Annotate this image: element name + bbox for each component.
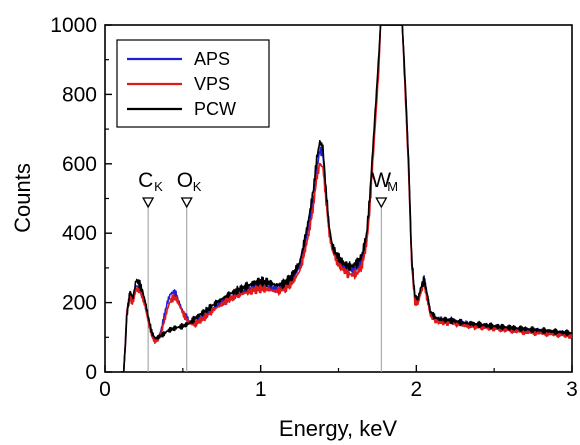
y-tick-label: 800 bbox=[62, 83, 97, 106]
series-line-vps bbox=[120, 25, 572, 372]
x-axis-title: Energy, keV bbox=[279, 416, 398, 441]
y-tick-label: 600 bbox=[62, 153, 97, 176]
annotation-sub: M bbox=[387, 179, 398, 194]
y-tick-label: 200 bbox=[62, 292, 97, 315]
marker-triangle bbox=[180, 197, 193, 209]
y-axis-title: Counts bbox=[10, 163, 35, 233]
y-tick-label: 400 bbox=[62, 222, 97, 245]
legend: APS VPS PCW bbox=[116, 39, 270, 128]
y-axis-ticks: 0 200 400 600 800 1000 bbox=[50, 14, 112, 384]
legend-label-vps: VPS bbox=[194, 74, 230, 94]
series-line-pcw bbox=[120, 25, 572, 372]
legend-label-aps: APS bbox=[194, 49, 230, 69]
annotation-main: O bbox=[177, 169, 193, 192]
annotation-sub: K bbox=[193, 179, 202, 194]
marker-triangle bbox=[142, 197, 155, 209]
y-tick-label: 1000 bbox=[50, 14, 97, 37]
x-axis-ticks: 0 1 2 3 bbox=[99, 365, 578, 401]
x-tick-label: 0 bbox=[99, 378, 111, 401]
marker-triangle bbox=[375, 197, 388, 209]
series-group bbox=[120, 25, 572, 372]
x-tick-label: 2 bbox=[410, 378, 422, 401]
annotation-sub: K bbox=[154, 179, 163, 194]
x-tick-label: 1 bbox=[255, 378, 267, 401]
annotation-main: W bbox=[371, 169, 391, 192]
y-tick-label: 0 bbox=[85, 361, 97, 384]
legend-label-pcw: PCW bbox=[194, 99, 236, 119]
element-marker-lines bbox=[147, 208, 382, 372]
x-tick-label: 3 bbox=[566, 378, 578, 401]
element-annotations: C K O K WM bbox=[138, 169, 398, 209]
annotation-main: C bbox=[138, 169, 153, 192]
